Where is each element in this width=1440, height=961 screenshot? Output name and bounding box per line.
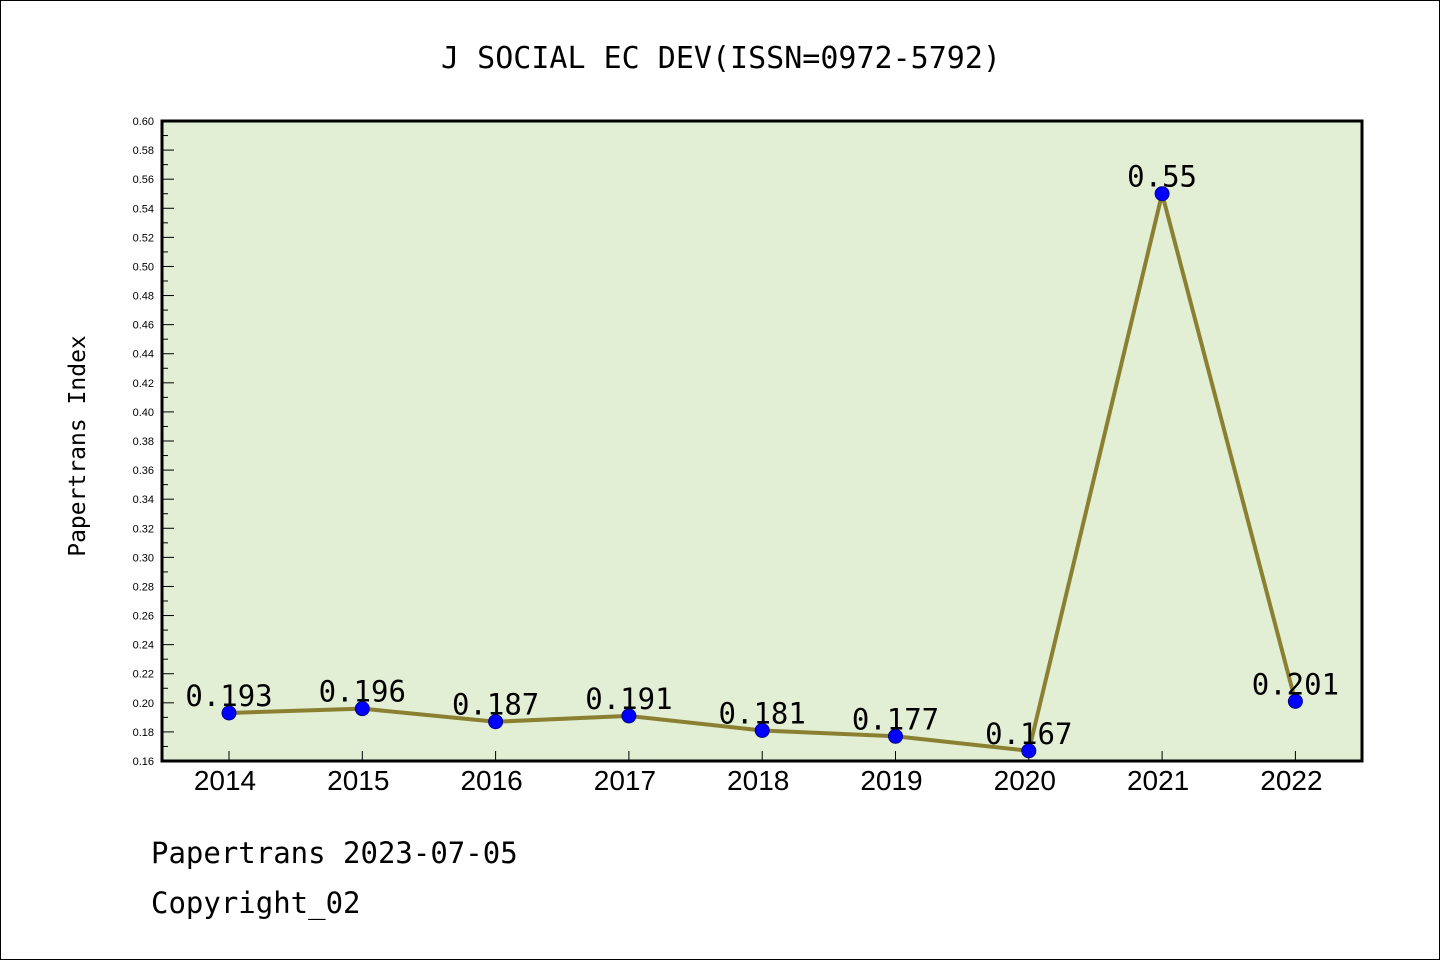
y-tick-label: 0.42 [133, 378, 154, 390]
data-label: 0.167 [985, 717, 1072, 751]
y-tick-label: 0.58 [133, 145, 154, 157]
y-tick-label: 0.32 [133, 523, 154, 535]
data-point [488, 714, 504, 730]
y-tick-label: 0.34 [133, 494, 154, 506]
x-axis: 2014 2015 2016 2017 2018 2019 2020 2021 2022 [194, 751, 1323, 796]
y-tick-label: 0.60 [133, 116, 154, 128]
plot-border [160, 119, 1364, 763]
y-tick-label: 0.48 [133, 291, 154, 303]
chart-title: J SOCIAL EC DEV(ISSN=0972-5792) [441, 41, 1001, 76]
footer-copyright: Copyright_02 [151, 886, 361, 920]
y-tick-label: 0.22 [133, 669, 154, 681]
y-tick-label: 0.16 [133, 756, 154, 768]
y-tick-label: 0.20 [133, 698, 154, 710]
data-point [754, 722, 770, 738]
data-label: 0.193 [185, 679, 272, 713]
data-point [221, 705, 237, 721]
data-point [621, 708, 637, 724]
x-tick-label: 2014 [194, 765, 256, 796]
x-tick-label: 2017 [594, 765, 656, 796]
y-tick-label: 0.26 [133, 611, 154, 623]
y-tick-label: 0.50 [133, 261, 154, 273]
y-axis-label: Papertrans Index [65, 335, 91, 557]
data-label: 0.196 [319, 675, 406, 709]
data-label: 0.55 [1127, 160, 1197, 194]
y-tick-label: 0.18 [133, 727, 154, 739]
x-tick-label: 2020 [994, 765, 1056, 796]
y-tick-label: 0.52 [133, 232, 154, 244]
y-tick-label: 0.30 [133, 552, 154, 564]
data-label: 0.181 [719, 696, 806, 730]
y-tick-label: 0.44 [133, 349, 154, 361]
y-axis: 0.16 0.18 0.20 0.22 0.24 0.26 0.28 0.30 0.32 0.34… [133, 116, 174, 768]
data-point [1154, 186, 1170, 202]
y-tick-label: 0.56 [133, 174, 154, 186]
data-label: 0.187 [452, 688, 539, 722]
y-tick-label: 0.38 [133, 436, 154, 448]
data-point [888, 728, 903, 744]
x-tick-label: 2016 [460, 765, 522, 796]
data-labels: 0.193 0.196 0.187 0.191 0.181 0.177 0.167 0.55 0… [185, 160, 1339, 751]
data-label: 0.177 [852, 702, 939, 736]
data-label: 0.191 [585, 682, 672, 716]
data-point [354, 701, 370, 717]
data-points [221, 186, 1303, 759]
data-label: 0.201 [1252, 667, 1339, 701]
x-tick-label: 2015 [327, 765, 389, 796]
y-tick-label: 0.28 [133, 581, 154, 593]
y-tick-label: 0.24 [133, 640, 154, 652]
y-tick-label: 0.36 [133, 465, 154, 477]
y-tick-label: 0.40 [133, 407, 154, 419]
y-tick-label: 0.46 [133, 320, 154, 332]
data-point [1287, 693, 1303, 709]
x-tick-label: 2018 [727, 765, 789, 796]
footer-date: Papertrans 2023-07-05 [151, 836, 518, 870]
plot-area [162, 121, 1362, 761]
data-point [1021, 743, 1037, 759]
y-tick-label: 0.54 [133, 203, 154, 215]
x-tick-label: 2022 [1260, 765, 1322, 796]
x-tick-label: 2021 [1127, 765, 1189, 796]
x-tick-label: 2019 [860, 765, 922, 796]
